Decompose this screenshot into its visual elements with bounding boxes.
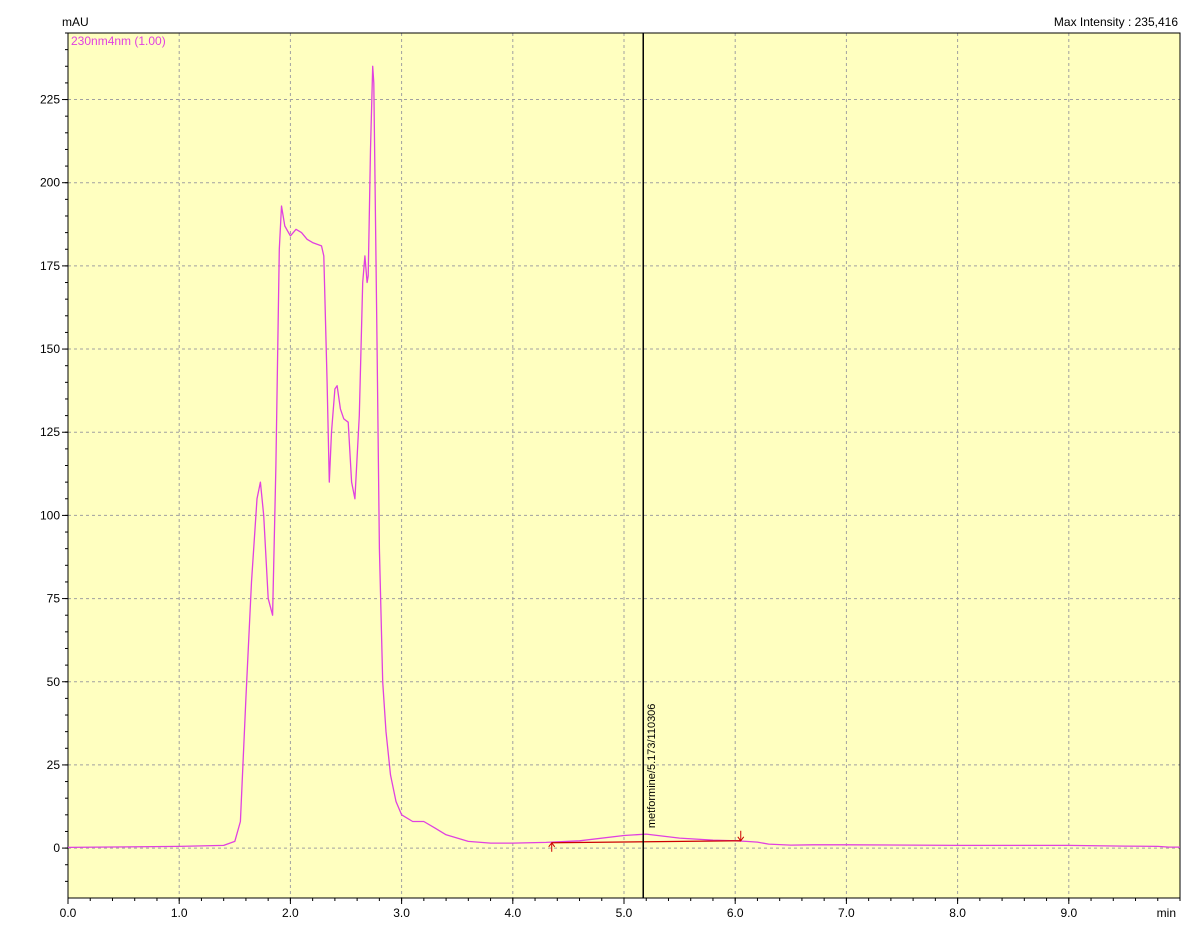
x-tick-label: 5.0 [616,906,633,920]
x-tick-label: 8.0 [949,906,966,920]
x-tick-label: 0.0 [60,906,77,920]
x-tick-label: 3.0 [393,906,410,920]
x-tick-label: 6.0 [727,906,744,920]
y-tick-label: 125 [40,425,60,439]
x-tick-label: 7.0 [838,906,855,920]
grid-layer [68,33,1180,898]
ticks-layer: 0.0 1.0 2.0 3.0 4.0 5.0 6.0 7.0 8.0 9.0 0 25 50 75 100… [40,32,1181,920]
y-tick-label: 75 [47,592,61,606]
integration-start-arrowhead [548,841,556,848]
y-axis-unit-label: mAU [62,15,89,29]
y-tick-label: 175 [40,259,60,273]
x-tick-label: 1.0 [171,906,188,920]
x-tick-label: 9.0 [1060,906,1077,920]
x-tick-label: 4.0 [504,906,521,920]
y-tick-label: 150 [40,342,60,356]
y-tick-label: 225 [40,93,60,107]
y-tick-label: 25 [47,758,61,772]
x-axis-unit-label: min [1157,906,1176,920]
data-layer [67,65,1180,852]
series-label: 230nm4nm (1.00) [71,34,166,48]
integration-end-arrowhead [737,836,745,842]
y-tick-label: 200 [40,176,60,190]
x-tick-label: 2.0 [282,906,299,920]
y-tick-label: 50 [47,675,61,689]
peak-annotation-label: metformine/5.173/110306 [646,704,658,829]
y-tick-label: 0 [53,841,60,855]
integration-baseline [551,840,741,844]
max-intensity-label: Max Intensity : 235,416 [1054,15,1178,29]
y-tick-label: 100 [40,508,60,522]
